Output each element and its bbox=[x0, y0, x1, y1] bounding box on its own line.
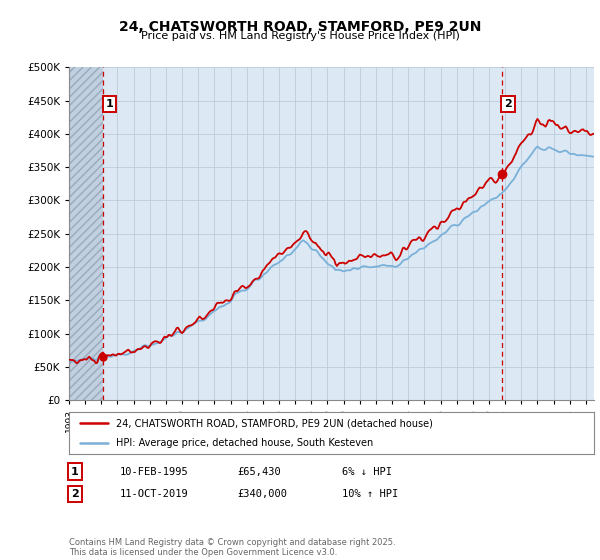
Text: 24, CHATSWORTH ROAD, STAMFORD, PE9 2UN: 24, CHATSWORTH ROAD, STAMFORD, PE9 2UN bbox=[119, 20, 481, 34]
Text: 1: 1 bbox=[71, 466, 79, 477]
Text: 11-OCT-2019: 11-OCT-2019 bbox=[120, 489, 189, 499]
Text: 1: 1 bbox=[106, 99, 113, 109]
Text: 10-FEB-1995: 10-FEB-1995 bbox=[120, 466, 189, 477]
Text: HPI: Average price, detached house, South Kesteven: HPI: Average price, detached house, Sout… bbox=[116, 438, 373, 448]
Text: Contains HM Land Registry data © Crown copyright and database right 2025.
This d: Contains HM Land Registry data © Crown c… bbox=[69, 538, 395, 557]
Text: £65,430: £65,430 bbox=[237, 466, 281, 477]
Bar bbox=[69, 67, 103, 400]
Text: 6% ↓ HPI: 6% ↓ HPI bbox=[342, 466, 392, 477]
Text: 2: 2 bbox=[71, 489, 79, 499]
Text: 2: 2 bbox=[504, 99, 512, 109]
Text: Price paid vs. HM Land Registry's House Price Index (HPI): Price paid vs. HM Land Registry's House … bbox=[140, 31, 460, 41]
Text: £340,000: £340,000 bbox=[237, 489, 287, 499]
Text: 10% ↑ HPI: 10% ↑ HPI bbox=[342, 489, 398, 499]
Text: 24, CHATSWORTH ROAD, STAMFORD, PE9 2UN (detached house): 24, CHATSWORTH ROAD, STAMFORD, PE9 2UN (… bbox=[116, 418, 433, 428]
